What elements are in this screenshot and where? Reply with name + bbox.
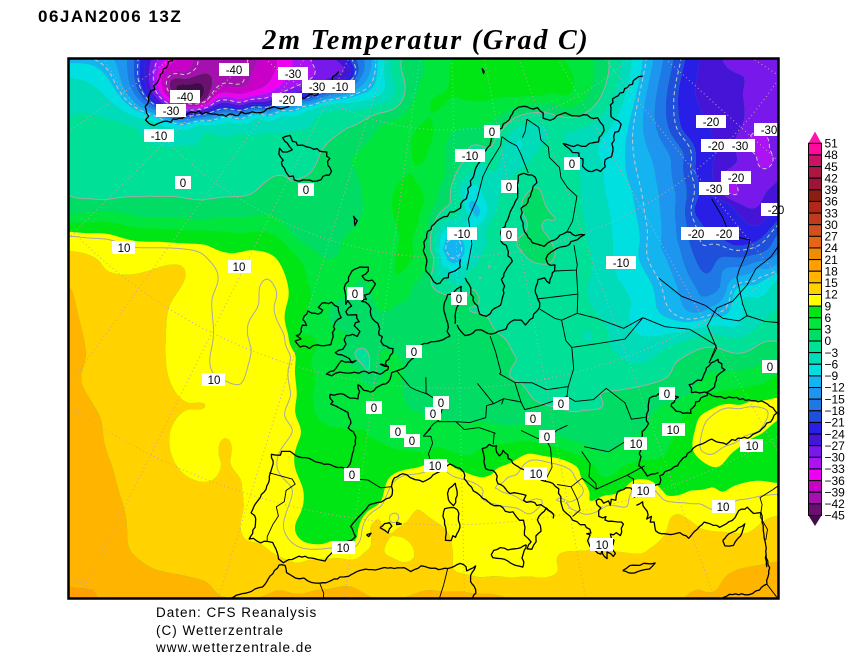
- svg-text:0: 0: [430, 409, 436, 421]
- svg-text:-20: -20: [279, 95, 296, 107]
- svg-text:0: 0: [558, 399, 564, 411]
- svg-text:0: 0: [411, 347, 417, 359]
- svg-text:0: 0: [530, 414, 536, 426]
- svg-text:3: 3: [825, 323, 832, 337]
- svg-text:12: 12: [825, 288, 839, 302]
- svg-text:45: 45: [825, 160, 839, 174]
- svg-text:−6: −6: [825, 357, 839, 371]
- svg-text:−21: −21: [825, 416, 846, 430]
- svg-text:6: 6: [825, 311, 832, 325]
- svg-text:0: 0: [825, 334, 832, 348]
- svg-text:0: 0: [767, 362, 773, 374]
- svg-text:0: 0: [438, 398, 444, 410]
- svg-text:-30: -30: [761, 125, 778, 137]
- svg-text:10: 10: [637, 486, 650, 498]
- svg-text:0: 0: [569, 159, 575, 171]
- svg-text:30: 30: [825, 218, 839, 232]
- svg-text:0: 0: [456, 294, 462, 306]
- svg-text:10: 10: [746, 441, 759, 453]
- svg-text:−24: −24: [825, 427, 846, 441]
- svg-text:−33: −33: [825, 462, 846, 476]
- svg-text:-30: -30: [732, 141, 749, 153]
- svg-text:−42: −42: [825, 497, 846, 511]
- svg-text:-20: -20: [688, 229, 705, 241]
- svg-text:−12: −12: [825, 381, 846, 395]
- svg-text:Daten: CFS Reanalysis: Daten: CFS Reanalysis: [156, 605, 317, 620]
- svg-text:10: 10: [717, 502, 730, 514]
- svg-text:0: 0: [180, 178, 186, 190]
- svg-text:10: 10: [233, 262, 246, 274]
- svg-text:−30: −30: [825, 451, 846, 465]
- svg-text:51: 51: [825, 137, 839, 151]
- svg-text:0: 0: [371, 403, 377, 415]
- svg-text:10: 10: [630, 439, 643, 451]
- svg-text:0: 0: [395, 427, 401, 439]
- svg-text:18: 18: [825, 264, 839, 278]
- svg-text:-40: -40: [177, 92, 194, 104]
- svg-text:(C) Wetterzentrale: (C) Wetterzentrale: [156, 623, 284, 638]
- svg-text:27: 27: [825, 230, 839, 244]
- svg-text:-10: -10: [454, 229, 471, 241]
- svg-text:-10: -10: [151, 131, 168, 143]
- svg-text:48: 48: [825, 148, 839, 162]
- svg-text:33: 33: [825, 206, 839, 220]
- svg-text:0: 0: [303, 185, 309, 197]
- svg-text:10: 10: [208, 375, 221, 387]
- svg-text:10: 10: [530, 469, 543, 481]
- svg-text:39: 39: [825, 183, 839, 197]
- svg-text:−27: −27: [825, 439, 846, 453]
- svg-text:0: 0: [664, 389, 670, 401]
- svg-text:-10: -10: [613, 258, 630, 270]
- svg-text:36: 36: [825, 195, 839, 209]
- svg-text:0: 0: [409, 436, 415, 448]
- svg-text:24: 24: [825, 241, 839, 255]
- svg-text:−45: −45: [825, 509, 846, 523]
- svg-text:-10: -10: [462, 151, 479, 163]
- svg-text:0: 0: [489, 127, 495, 139]
- svg-text:0: 0: [506, 182, 512, 194]
- svg-text:21: 21: [825, 253, 839, 267]
- svg-text:-30: -30: [163, 106, 180, 118]
- svg-text:10: 10: [429, 461, 442, 473]
- svg-text:0: 0: [544, 432, 550, 444]
- svg-text:0: 0: [349, 470, 355, 482]
- svg-text:15: 15: [825, 276, 839, 290]
- svg-text:-40: -40: [226, 65, 243, 77]
- svg-text:-10: -10: [332, 82, 349, 94]
- svg-text:−15: −15: [825, 392, 846, 406]
- svg-text:−3: −3: [825, 346, 839, 360]
- svg-text:-30: -30: [285, 69, 302, 81]
- svg-text:0: 0: [506, 230, 512, 242]
- svg-text:−39: −39: [825, 485, 846, 499]
- svg-text:0: 0: [352, 289, 358, 301]
- svg-text:-20: -20: [708, 141, 725, 153]
- svg-text:-20: -20: [716, 229, 733, 241]
- svg-text:-20: -20: [703, 117, 720, 129]
- svg-text:9: 9: [825, 299, 832, 313]
- svg-text:-30: -30: [309, 82, 326, 94]
- svg-text:2m Temperatur (Grad C): 2m Temperatur (Grad C): [261, 25, 589, 56]
- svg-text:-30: -30: [706, 184, 723, 196]
- svg-text:10: 10: [118, 243, 131, 255]
- svg-text:-20: -20: [728, 173, 745, 185]
- svg-text:−18: −18: [825, 404, 846, 418]
- svg-text:10: 10: [667, 425, 680, 437]
- svg-text:-20: -20: [768, 205, 785, 217]
- svg-text:06JAN2006 13Z: 06JAN2006 13Z: [38, 7, 182, 26]
- svg-text:10: 10: [596, 540, 609, 552]
- svg-text:42: 42: [825, 171, 839, 185]
- svg-text:www.wetterzentrale.de: www.wetterzentrale.de: [155, 640, 313, 655]
- svg-text:−9: −9: [825, 369, 839, 383]
- svg-text:−36: −36: [825, 474, 846, 488]
- svg-text:10: 10: [337, 543, 350, 555]
